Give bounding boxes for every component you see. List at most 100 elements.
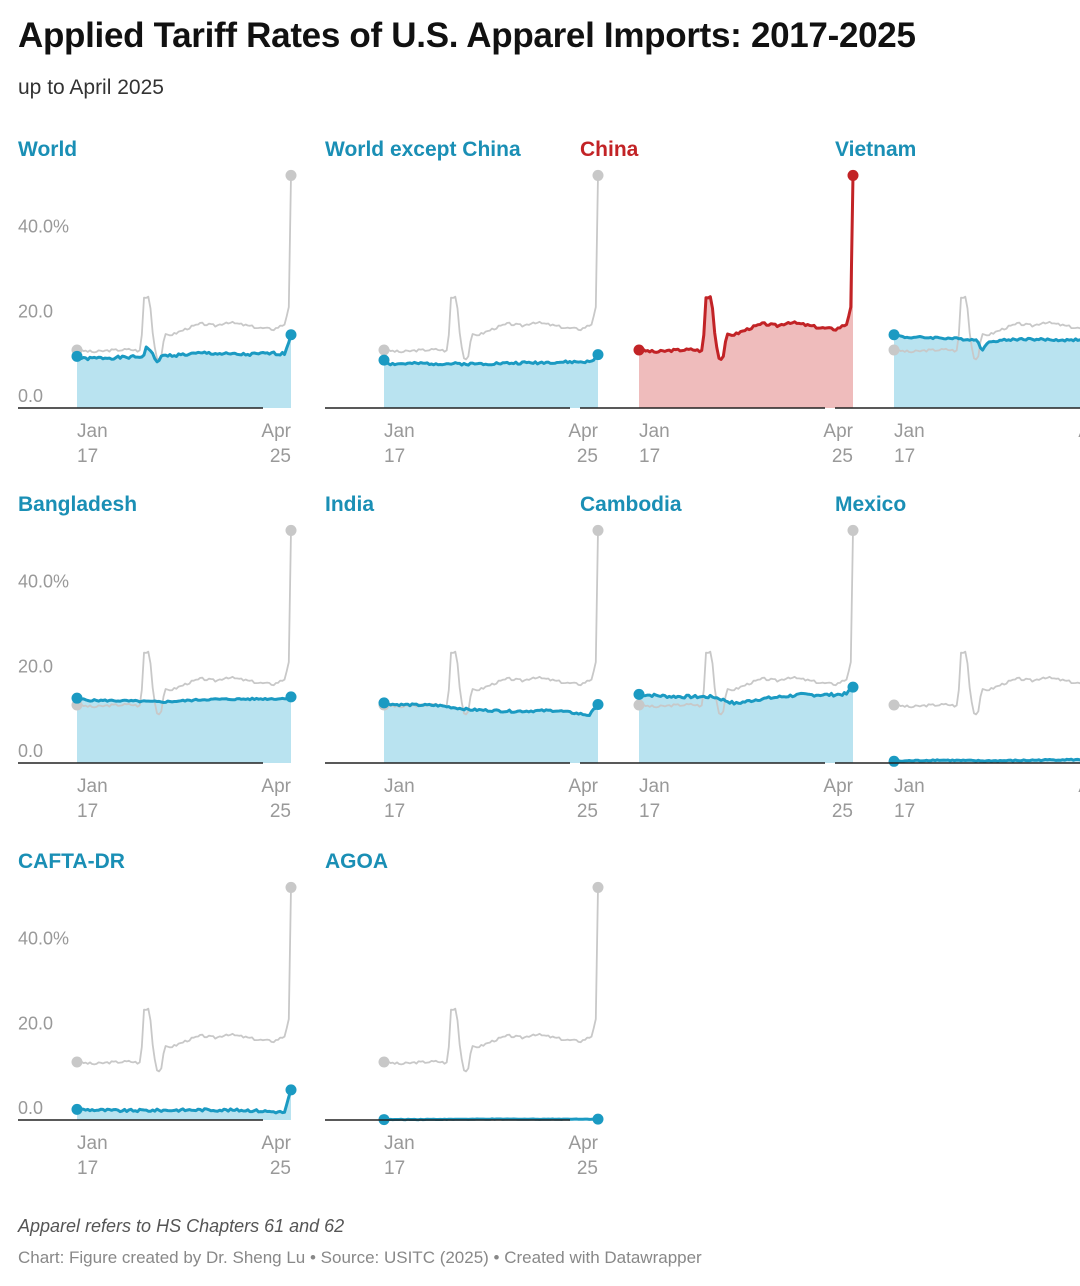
x-tick-label: 17 — [894, 446, 915, 467]
series-endpoint-dot — [592, 349, 604, 361]
y-tick-label: 20.0 — [18, 301, 53, 321]
panel-chart-india: Jan 17 Apr 25 — [325, 524, 604, 822]
panel-world: World 40.0% 20.0 0.0 Jan 17 Apr 25 — [18, 138, 297, 478]
x-tick-label: 17 — [384, 446, 405, 467]
panel-cambodia: Cambodia Jan 17 Apr 25 — [580, 493, 859, 833]
x-tick-label: 25 — [577, 801, 598, 822]
y-tick-label: 40.0% — [18, 929, 69, 949]
x-tick-label: Jan — [639, 421, 670, 442]
panel-title-vietnam: Vietnam — [835, 138, 917, 161]
y-tick-label: 40.0% — [18, 217, 69, 237]
x-tick-label: Jan — [77, 421, 108, 442]
reference-endpoint-dot — [285, 169, 297, 181]
x-tick-label: 17 — [639, 801, 660, 822]
series-endpoint-dot — [285, 691, 297, 703]
reference-endpoint-dot — [378, 344, 390, 356]
panel-title-china: China — [580, 138, 639, 161]
series-area-vietnam — [894, 334, 1080, 408]
series-endpoint-dot — [378, 354, 390, 366]
reference-endpoint-dot — [633, 699, 645, 711]
panel-chart-vietnam: Jan 17 Apr 25 — [835, 295, 1080, 467]
series-endpoint-dot — [592, 1113, 604, 1125]
series-endpoint-dot — [285, 329, 297, 341]
panel-title-bangladesh: Bangladesh — [18, 493, 138, 516]
series-endpoint-dot — [592, 699, 604, 711]
series-endpoint-dot — [888, 755, 900, 767]
panel-agoa: AGOA Jan 17 Apr 25 — [325, 850, 604, 1190]
series-area-world — [77, 334, 291, 408]
panel-chart-bangladesh: 40.0% 20.0 0.0 Jan 17 Apr 25 — [18, 524, 297, 822]
panel-chart-mexico: Jan 17 Apr 25 — [835, 650, 1080, 822]
reference-line-china — [383, 530, 599, 716]
panel-chart-world: 40.0% 20.0 0.0 Jan 17 Apr 25 — [18, 169, 297, 467]
panel-title-mexico: Mexico — [835, 493, 907, 516]
x-tick-label: Apr — [261, 776, 291, 797]
reference-endpoint-dot — [71, 1056, 83, 1068]
y-tick-label: 0.0 — [18, 741, 43, 761]
reference-endpoint-dot — [592, 524, 604, 536]
panel-chart-cafta-dr: 40.0% 20.0 0.0 Jan 17 Apr 25 — [18, 881, 297, 1179]
x-tick-label: Apr — [1078, 421, 1080, 442]
chart-source: Chart: Figure created by Dr. Sheng Lu • … — [18, 1248, 702, 1267]
series-line-india — [383, 701, 600, 717]
reference-line-china — [76, 530, 292, 716]
x-tick-label: Jan — [639, 776, 670, 797]
series-endpoint-dot — [285, 1084, 297, 1096]
panel-china: China Jan 17 Apr 25 — [580, 138, 859, 478]
series-line-bangladesh — [76, 695, 292, 704]
x-tick-label: 17 — [894, 801, 915, 822]
x-tick-label: Apr — [1078, 776, 1080, 797]
panel-world-except-china: World except China Jan 17 Apr 25 — [325, 138, 604, 478]
panel-chart-cambodia: Jan 17 Apr 25 — [580, 524, 859, 822]
reference-endpoint-dot — [592, 881, 604, 893]
series-line-mexico — [893, 757, 1080, 763]
panel-bangladesh: Bangladesh 40.0% 20.0 0.0 Jan 17 Apr 25 — [18, 493, 297, 833]
x-tick-label: 17 — [639, 446, 660, 467]
series-line-cambodia — [638, 686, 855, 706]
reference-line-china — [383, 175, 599, 361]
series-area-world-except-china — [384, 354, 598, 408]
reference-endpoint-dot — [378, 1056, 390, 1068]
x-tick-label: Apr — [568, 1133, 598, 1154]
series-endpoint-dot — [378, 697, 390, 709]
panel-india: India Jan 17 Apr 25 — [325, 493, 604, 833]
reference-endpoint-dot — [592, 169, 604, 181]
reference-endpoint-dot — [285, 524, 297, 536]
panel-title-world-except-china: World except China — [325, 138, 521, 161]
series-endpoint-dot — [71, 350, 83, 362]
panel-title-world: World — [18, 138, 78, 161]
x-tick-label: Apr — [823, 776, 853, 797]
reference-line-china — [76, 887, 292, 1073]
x-tick-label: 25 — [832, 446, 853, 467]
reference-line-china — [383, 887, 599, 1073]
x-tick-label: 17 — [77, 801, 98, 822]
panel-chart-agoa: Jan 17 Apr 25 — [325, 881, 604, 1179]
reference-line-china — [893, 650, 1080, 716]
series-line-cafta-dr — [76, 1089, 293, 1115]
series-endpoint-dot — [888, 329, 900, 341]
x-tick-label: 17 — [384, 1158, 405, 1179]
series-endpoint-dot — [847, 169, 859, 181]
x-tick-label: 25 — [577, 1158, 598, 1179]
panel-title-agoa: AGOA — [325, 850, 388, 873]
x-tick-label: 17 — [77, 1158, 98, 1179]
series-area-bangladesh — [77, 696, 291, 763]
x-tick-label: 25 — [270, 446, 291, 467]
series-line-vietnam — [893, 333, 1080, 352]
x-tick-label: Jan — [894, 421, 925, 442]
x-tick-label: Jan — [384, 776, 415, 797]
reference-line-china — [76, 175, 292, 361]
x-tick-label: 17 — [384, 801, 405, 822]
panel-chart-world-except-china: Jan 17 Apr 25 — [325, 169, 604, 467]
panel-vietnam: Vietnam Jan 17 Apr 25 — [835, 138, 1080, 478]
panel-title-cafta-dr: CAFTA-DR — [18, 850, 125, 873]
panel-chart-china: Jan 17 Apr 25 — [580, 169, 859, 467]
x-tick-label: Jan — [894, 776, 925, 797]
x-tick-label: 25 — [832, 801, 853, 822]
x-tick-label: Jan — [77, 1133, 108, 1154]
y-tick-label: 40.0% — [18, 572, 69, 592]
series-area-cambodia — [639, 687, 853, 763]
x-tick-label: Jan — [384, 1133, 415, 1154]
series-endpoint-dot — [71, 692, 83, 704]
series-area-cafta-dr — [77, 1089, 291, 1120]
